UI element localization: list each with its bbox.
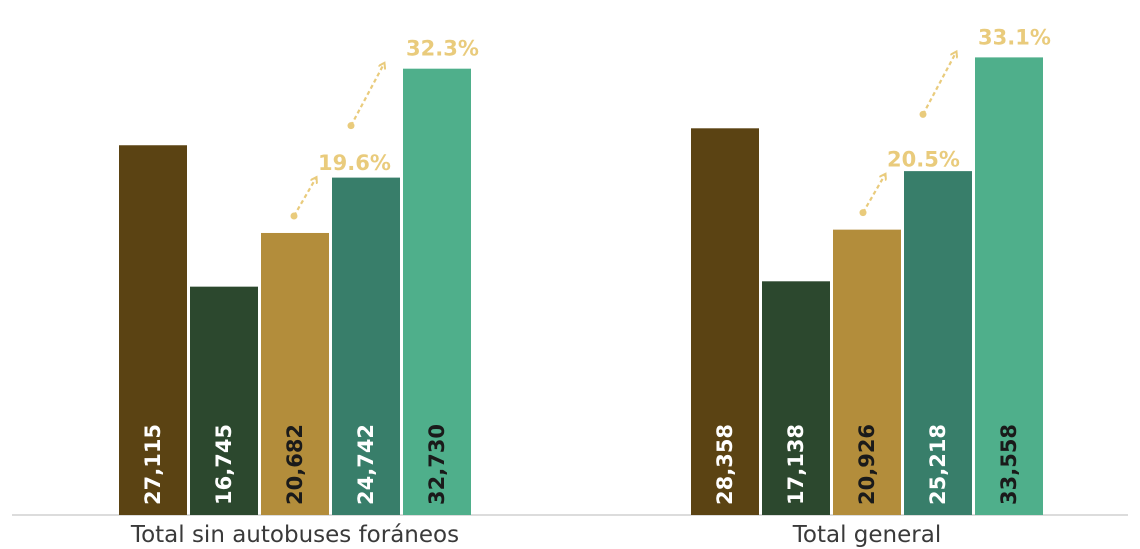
growth-percent-label: 32.3% — [406, 37, 479, 61]
growth-percent-label: 20.5% — [887, 148, 960, 172]
growth-percent-label: 19.6% — [318, 151, 391, 175]
bar-value-label: 27,115 — [141, 424, 165, 505]
bar-g2-4 — [904, 171, 972, 516]
bar-value-label: 25,218 — [926, 424, 950, 505]
bar-g1-5 — [403, 68, 471, 515]
bar-g2-5 — [975, 57, 1043, 516]
bar-value-label: 33,558 — [997, 424, 1021, 505]
bar-g1-3 — [261, 232, 329, 516]
bar-g1-4 — [332, 177, 400, 516]
bar-value-label: 16,745 — [212, 424, 236, 505]
bar-g2-2 — [762, 281, 830, 515]
bar-value-label: 24,742 — [354, 424, 378, 505]
category-axis-label: Total sin autobuses foráneos — [130, 522, 459, 548]
bar-g2-1 — [691, 128, 759, 516]
growth-percent-label: 33.1% — [978, 25, 1051, 49]
bar-g1-2 — [190, 286, 258, 515]
growth-arrow — [922, 52, 956, 115]
growth-arrow — [293, 178, 316, 217]
growth-arrow — [350, 64, 384, 127]
category-axis-label: Total general — [792, 522, 941, 548]
bar-value-label: 20,926 — [855, 424, 879, 505]
bar-value-label: 32,730 — [425, 424, 449, 505]
bar-value-label: 28,358 — [713, 424, 737, 505]
growth-arrow — [862, 175, 885, 214]
bar-g1-1 — [119, 145, 187, 515]
bar-g2-3 — [833, 229, 901, 516]
bar-value-label: 20,682 — [283, 424, 307, 505]
bar-value-label: 17,138 — [784, 424, 808, 505]
